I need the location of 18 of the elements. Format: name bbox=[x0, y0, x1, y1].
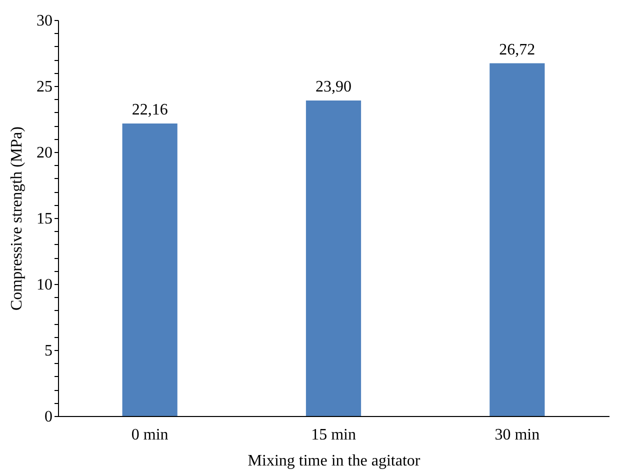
y-tick-label: 10 bbox=[36, 276, 52, 294]
data-label: 22,16 bbox=[132, 101, 168, 118]
data-label: 23,90 bbox=[316, 78, 352, 96]
y-tick-label: 20 bbox=[36, 144, 52, 162]
x-tick-label: 30 min bbox=[494, 426, 540, 444]
x-axis-title: Mixing time in the agitator bbox=[248, 452, 421, 470]
y-axis-title: Compressive strength (MPa) bbox=[8, 126, 26, 310]
y-tick-label: 0 bbox=[44, 408, 52, 426]
x-tick-label: 15 min bbox=[311, 426, 356, 444]
x-tick-label: 0 min bbox=[131, 426, 168, 444]
bar bbox=[490, 63, 545, 416]
y-tick-label: 30 bbox=[36, 12, 52, 30]
y-tick-label: 15 bbox=[36, 210, 52, 228]
y-tick-label: 5 bbox=[44, 342, 52, 360]
y-tick-label: 25 bbox=[36, 78, 52, 96]
bar bbox=[306, 100, 362, 416]
data-label: 26,72 bbox=[499, 41, 536, 58]
bar bbox=[122, 123, 178, 416]
